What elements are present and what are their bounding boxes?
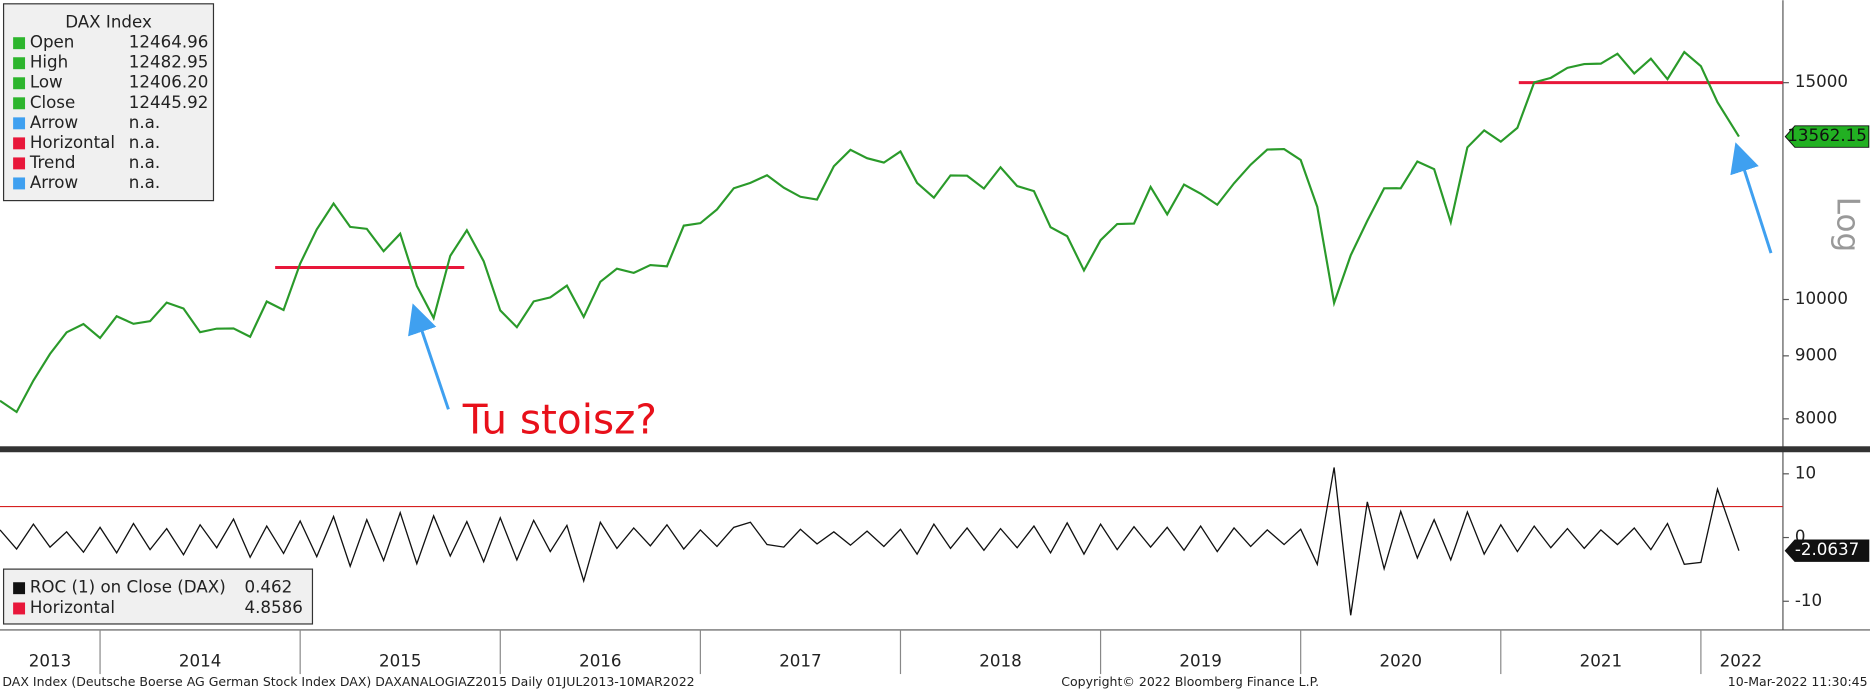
last-value-label: 13562.15 [1787,126,1867,145]
arrow [408,303,450,410]
legend-name: Trend [29,153,76,172]
legend-value: n.a. [129,153,160,172]
legend-name: Horizontal [30,133,115,152]
legend-title: DAX Index [65,12,152,31]
x-tick-label: 2022 [1720,652,1762,671]
last-value-label: -2.0637 [1795,540,1859,559]
x-tick-label: 2018 [979,652,1021,671]
legend-value: 0.462 [244,578,292,597]
legend-swatch [13,57,26,70]
scale-label: Log [1830,197,1866,252]
x-tick-label: 2015 [379,652,421,671]
y-tick-label: 10000 [1795,289,1848,308]
x-tick-label: 2016 [579,652,621,671]
x-tick-label: 2013 [29,652,71,671]
y-tick-label: 0 [1795,527,1806,546]
y-tick-label: 8000 [1795,408,1837,427]
legend-swatch [13,602,26,615]
legend-swatch [13,137,26,150]
last-value-tag [1784,125,1870,148]
legend-swatch [13,177,26,190]
legend-swatch [13,157,26,170]
series-line [0,50,1740,414]
price-panel [0,50,1783,414]
legend-value: 12482.95 [129,53,209,72]
legend-box [2,3,215,202]
x-tick-label: 2019 [1179,652,1221,671]
last-value-tag [1784,539,1870,562]
legend-value: 12406.20 [129,73,209,92]
annotation: Tu stoisz? [462,395,657,443]
panel-separator [0,446,1870,453]
legend-swatch [13,582,26,595]
x-tick-label: 2020 [1380,652,1422,671]
legend-value: n.a. [129,113,160,132]
y-tick-label: 15000 [1795,72,1848,91]
series-line [0,467,1740,616]
legend-name: Open [30,33,75,52]
legend-name: Arrow [30,113,78,132]
arrow [1730,142,1773,254]
x-tick-label: 2014 [179,652,221,671]
legend-name: Arrow [30,173,78,192]
legend-name: Horizontal [30,598,115,617]
legend-swatch [13,97,26,110]
footer-left: DAX Index (Deutsche Boerse AG German Sto… [2,674,694,689]
x-tick-label: 2017 [779,652,821,671]
y-tick-label: 9000 [1795,345,1837,364]
legend-name: Low [30,73,63,92]
x-tick-label: 2021 [1580,652,1622,671]
legend-box [2,568,314,625]
legend-swatch [13,77,26,90]
footer-center: Copyright© 2022 Bloomberg Finance L.P. [1061,674,1319,689]
legend-name: Close [30,93,75,112]
y-tick-label: 10 [1795,463,1816,482]
legend: ROC (1) on Close (DAX) 0.462 Horizontal 4.8… [2,568,314,625]
roc-panel [0,467,1783,616]
legend: DAX Index Open 12464.96 High 12482.95 Low 124… [2,3,215,202]
legend-value: 12445.92 [129,93,209,112]
legend-value: 12464.96 [129,33,209,52]
legend-name: High [30,53,68,72]
y-tick-label: -10 [1795,591,1822,610]
legend-swatch [13,37,26,50]
legend-swatch [13,117,26,130]
legend-value: n.a. [129,133,160,152]
legend-name: ROC (1) on Close (DAX) [30,578,226,597]
legend-value: 4.8586 [244,598,302,617]
footer-right: 10-Mar-2022 11:30:45 [1728,674,1868,689]
legend-value: n.a. [129,173,160,192]
